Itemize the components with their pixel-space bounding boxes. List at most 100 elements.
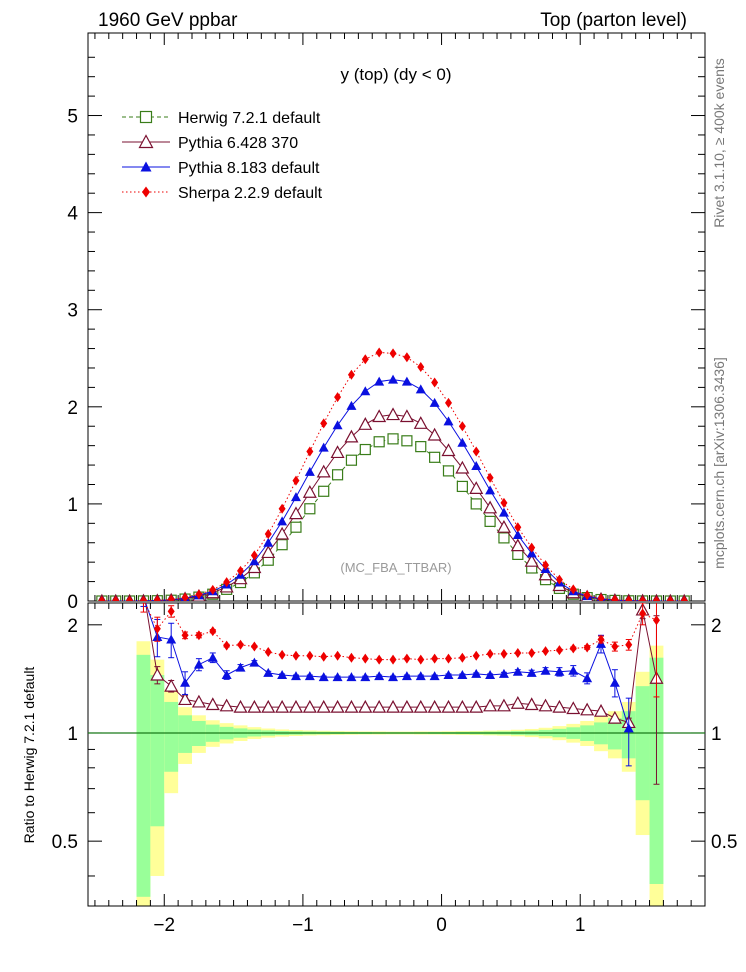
series-sherpa-2-2-9-default xyxy=(98,347,688,601)
data-point xyxy=(277,669,288,679)
y-tick-label-right: 2 xyxy=(711,616,722,637)
data-point xyxy=(359,443,371,456)
data-point xyxy=(112,596,120,601)
data-point xyxy=(415,441,427,453)
data-point xyxy=(652,615,660,626)
data-point xyxy=(582,673,593,683)
data-point xyxy=(302,485,317,498)
y-tick-label: 1 xyxy=(67,724,78,745)
data-point xyxy=(526,667,537,677)
data-point xyxy=(625,595,633,601)
data-point xyxy=(375,654,383,665)
data-point xyxy=(498,668,509,678)
data-point xyxy=(457,437,468,447)
data-point xyxy=(431,653,439,664)
data-point xyxy=(389,654,397,665)
data-point xyxy=(403,653,411,664)
data-point xyxy=(484,515,496,527)
band-stat xyxy=(136,654,151,897)
data-point xyxy=(318,442,329,452)
ratio-series-pythia-6-428-370 xyxy=(137,584,664,785)
plot-title: y (top) (dy < 0) xyxy=(340,65,451,84)
data-point xyxy=(500,497,508,508)
data-point xyxy=(607,710,622,724)
data-point xyxy=(528,647,536,658)
data-point xyxy=(441,443,456,457)
data-point xyxy=(233,699,248,713)
series-line xyxy=(101,438,685,601)
data-point xyxy=(372,409,387,423)
data-point xyxy=(347,369,355,380)
data-point xyxy=(528,542,536,553)
data-point xyxy=(250,550,258,561)
main-frame xyxy=(87,32,706,602)
data-point xyxy=(483,698,498,712)
data-point xyxy=(401,376,412,386)
data-point xyxy=(427,427,442,441)
data-point xyxy=(219,698,234,712)
data-point xyxy=(455,460,470,474)
data-point xyxy=(554,666,565,676)
ratio-series-sherpa-2-2-9-default xyxy=(140,603,660,698)
data-point xyxy=(538,698,553,712)
data-point xyxy=(388,672,399,682)
data-point xyxy=(388,374,399,384)
data-point xyxy=(345,454,358,466)
data-point xyxy=(666,596,674,601)
data-point xyxy=(611,594,619,601)
data-point xyxy=(330,445,345,459)
data-point xyxy=(139,595,147,601)
data-point xyxy=(150,667,165,681)
data-point xyxy=(180,677,191,687)
data-point xyxy=(399,699,414,713)
data-point xyxy=(486,472,494,483)
data-point xyxy=(512,666,523,676)
y-tick-label-right: 1 xyxy=(711,724,722,745)
data-point xyxy=(278,649,286,660)
band-stat xyxy=(607,718,622,750)
data-point xyxy=(361,653,369,664)
data-point xyxy=(137,584,149,595)
x-tick-label: 0 xyxy=(436,915,447,936)
y-tick-label: 4 xyxy=(67,204,78,225)
data-point xyxy=(237,565,245,576)
data-point xyxy=(540,665,551,675)
data-point xyxy=(195,589,203,600)
data-point xyxy=(290,492,301,502)
data-point xyxy=(471,668,482,678)
data-point xyxy=(153,595,161,601)
x-tick-label: 1 xyxy=(575,915,586,936)
data-point xyxy=(166,634,177,644)
data-point xyxy=(331,469,344,481)
data-point xyxy=(181,630,189,641)
data-point xyxy=(372,699,387,713)
data-point xyxy=(316,699,331,713)
data-point xyxy=(583,590,591,601)
data-point xyxy=(442,465,455,477)
data-point xyxy=(275,699,290,713)
data-point xyxy=(288,699,303,713)
data-point xyxy=(456,480,468,493)
data-point xyxy=(373,436,385,448)
data-point xyxy=(320,651,328,662)
data-point xyxy=(247,560,262,574)
series-line xyxy=(145,603,657,724)
data-point xyxy=(205,697,220,711)
data-point xyxy=(415,384,426,394)
data-point xyxy=(235,662,246,672)
data-point xyxy=(568,665,579,675)
band-stat xyxy=(635,686,650,801)
data-point xyxy=(417,362,425,373)
data-point xyxy=(318,672,329,682)
data-point xyxy=(249,556,260,566)
data-point xyxy=(431,377,439,388)
data-point xyxy=(510,695,525,709)
data-point xyxy=(458,421,466,432)
data-point xyxy=(263,537,274,547)
y-tick-label: 2 xyxy=(67,616,78,637)
data-point xyxy=(264,529,272,540)
data-point xyxy=(538,567,553,581)
data-point xyxy=(250,641,258,652)
header-left: 1960 GeV ppbar xyxy=(98,10,238,31)
